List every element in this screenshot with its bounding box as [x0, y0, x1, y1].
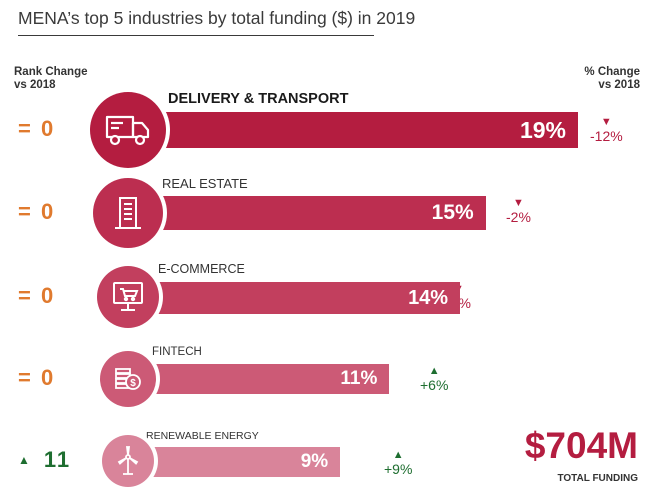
bar-value-label: 15% [431, 201, 474, 224]
up-arrow-icon: ▲ [392, 449, 404, 461]
svg-text:$: $ [130, 378, 136, 389]
down-arrow-icon: ▼ [600, 116, 612, 128]
coins-icon: $ [113, 365, 143, 393]
pct-change: ▲ +9% [384, 449, 413, 478]
funding-bar: 11% [128, 364, 390, 394]
pct-change-value: +9% [384, 461, 413, 477]
rank-change-value: 11 [43, 447, 72, 472]
rank-header-line2: vs 2018 [14, 79, 56, 91]
pct-change: ▼ -2% [506, 197, 531, 226]
rank-change: ▲ 11 [18, 447, 71, 473]
category-label: FINTECH [152, 346, 202, 358]
category-label: DELIVERY & TRANSPORT [168, 91, 349, 107]
pct-header-line1: % Change [584, 66, 640, 78]
rank-change: = 0 [18, 116, 56, 141]
pct-change: ▼ -12% [590, 116, 623, 145]
pct-change-value: -12% [590, 128, 623, 144]
rank-header-line1: Rank Change [14, 66, 88, 78]
rank-change: = 0 [18, 199, 56, 224]
funding-bar: 15% [128, 196, 486, 230]
rank-change: = 0 [18, 365, 56, 390]
truck-badge [90, 92, 166, 168]
category-label: E-COMMERCE [158, 262, 245, 276]
title-underline [18, 35, 374, 36]
pct-change-value: +6% [420, 377, 449, 393]
wind-turbine-badge [102, 435, 154, 487]
category-label: REAL ESTATE [162, 176, 248, 191]
funding-bar: 9% [128, 447, 341, 477]
funding-bar: 14% [128, 282, 461, 314]
total-funding-label: TOTAL FUNDING [557, 473, 638, 484]
bar-value-label: 11% [340, 368, 378, 389]
down-arrow-icon: ▼ [513, 197, 524, 209]
shopping-cart-icon [111, 281, 145, 313]
chart-title: MENA’s top 5 industries by total funding… [18, 8, 416, 28]
shopping-cart-badge [97, 266, 159, 328]
bar-value-label: 9% [300, 451, 329, 472]
bar-value-label: 14% [408, 286, 449, 309]
rank-change-header: Rank Change vs 2018 [14, 66, 88, 92]
pct-change-value: -2% [506, 209, 531, 225]
building-badge [93, 178, 163, 248]
wind-turbine-icon [115, 446, 141, 476]
building-icon [113, 196, 143, 230]
coins-badge: $ [100, 351, 156, 407]
funding-bar: 19% [128, 112, 578, 148]
pct-change-header: % Change vs 2018 [584, 66, 640, 92]
category-label: RENEWABLE ENERGY [146, 430, 259, 442]
total-funding-value: $704M [524, 425, 638, 466]
up-arrow-icon: ▲ [428, 365, 440, 377]
bar-value-label: 19% [519, 116, 566, 143]
rank-up-arrow-icon: ▲ [18, 453, 30, 467]
pct-header-line2: vs 2018 [598, 79, 640, 91]
truck-icon [105, 113, 151, 147]
rank-change: = 0 [18, 283, 56, 308]
pct-change: ▲ +6% [420, 365, 449, 394]
